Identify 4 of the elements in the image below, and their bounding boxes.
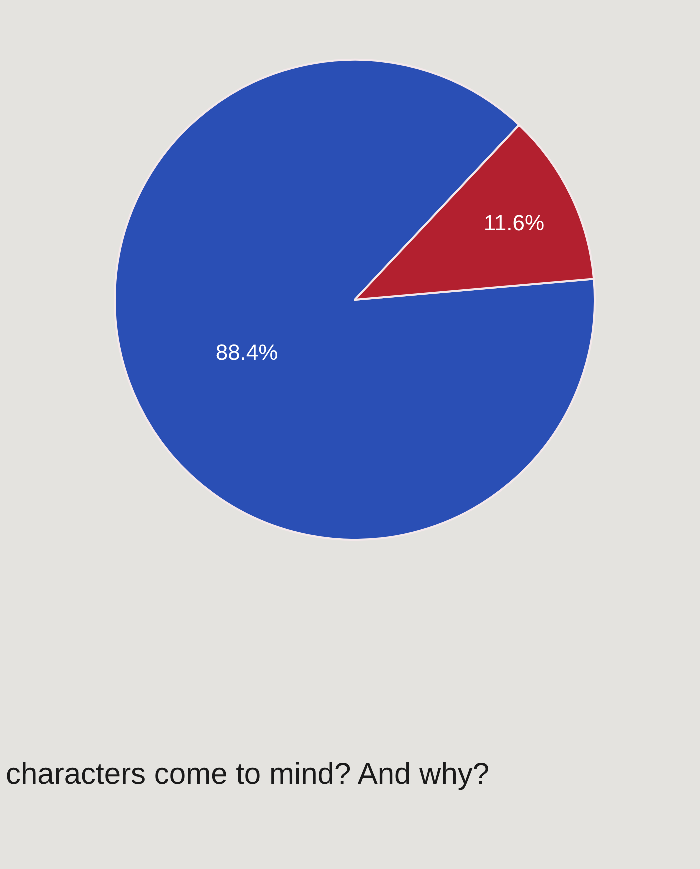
pie-slice (114, 59, 596, 541)
data-label: 11.6% (484, 210, 545, 236)
text: characters come to mind? And why? (6, 758, 490, 791)
data-label: 88.4% (216, 340, 278, 365)
